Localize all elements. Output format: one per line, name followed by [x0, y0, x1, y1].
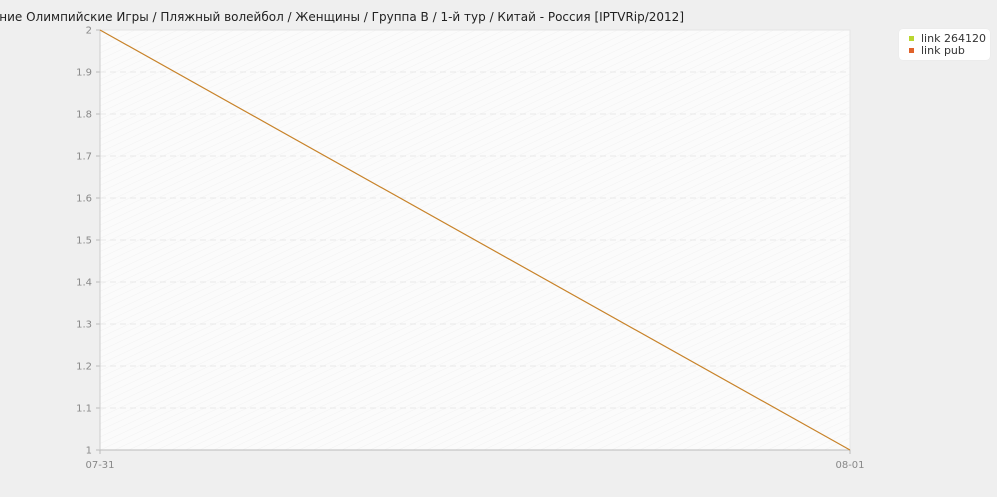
legend-label: link 264120 — [921, 32, 986, 45]
legend-item: link 264120 — [909, 32, 986, 45]
y-tick-label: 1.6 — [76, 194, 92, 205]
x-tick-label: 08-01 — [835, 460, 864, 471]
y-tick-label: 1.3 — [76, 320, 92, 331]
y-tick-label: 1.5 — [76, 236, 92, 247]
y-tick-label: 1.9 — [76, 68, 92, 79]
legend-label: link pub — [921, 44, 965, 57]
legend-swatch — [909, 36, 914, 41]
y-tick-label: 1.7 — [76, 152, 92, 163]
legend-item: link pub — [909, 44, 965, 57]
legend: link 264120 link pub — [899, 29, 990, 60]
legend-swatch — [909, 48, 914, 53]
y-tick-label: 1.8 — [76, 110, 92, 121]
series-lines — [99, 29, 851, 451]
chart-title-container: ...ние Олимпийские Игры / Пляжный волейб… — [0, 9, 1000, 27]
axes — [96, 29, 851, 454]
x-tick-label: 07-31 — [85, 460, 114, 471]
y-tick-label: 1.1 — [76, 404, 92, 415]
y-tick-label: 1 — [86, 446, 92, 457]
series-line — [99, 29, 851, 451]
grid-lines — [100, 71, 850, 409]
y-tick-label: 1.4 — [76, 278, 92, 289]
y-tick-label: 2 — [86, 26, 92, 37]
tick-labels: 1 1.1 1.2 1.3 1.4 1.5 1.6 1.7 1.8 1.9 2 07-31 08-01 — [76, 26, 864, 472]
y-tick-label: 1.2 — [76, 362, 92, 373]
chart-title: ...ние Олимпийские Игры / Пляжный волейб… — [0, 10, 684, 24]
